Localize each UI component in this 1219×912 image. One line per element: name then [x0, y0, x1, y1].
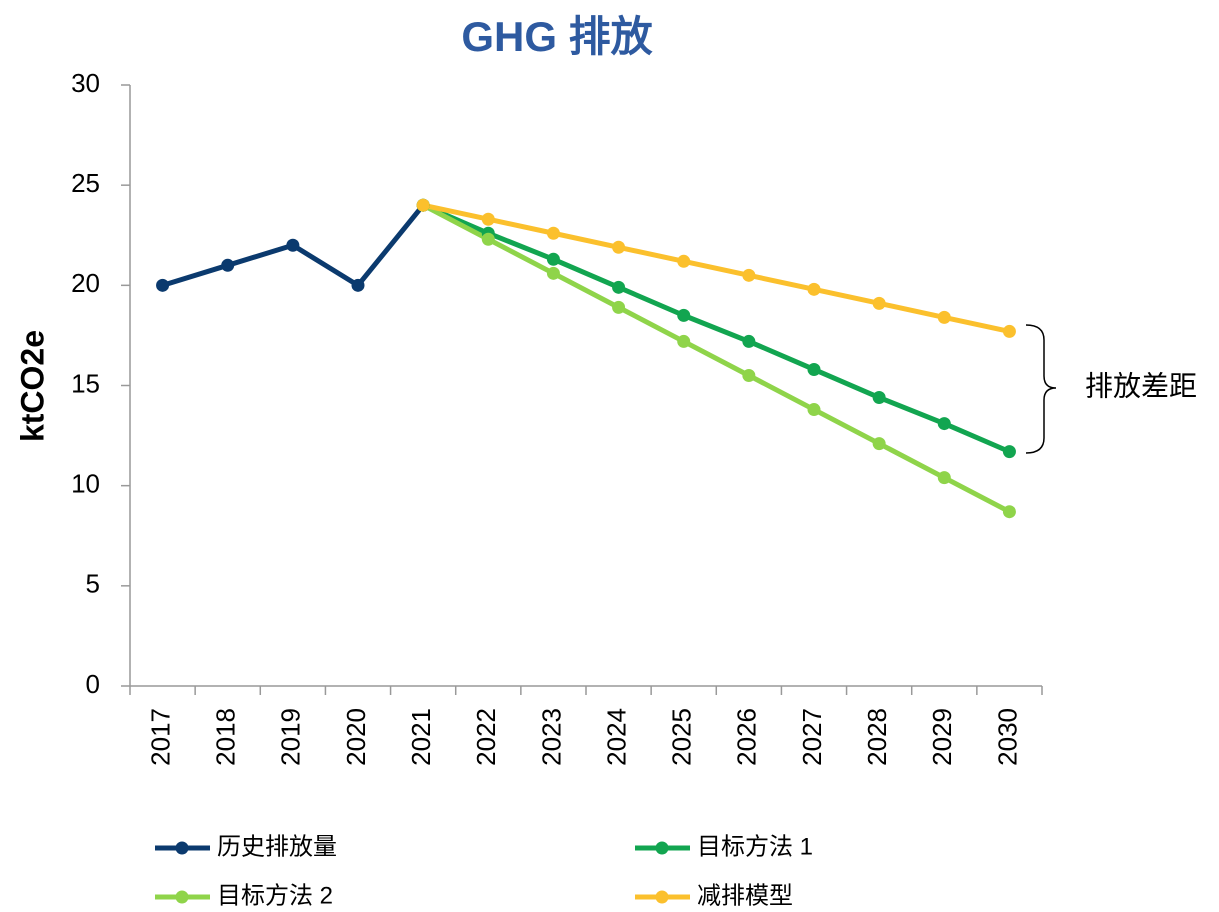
data-point — [481, 212, 495, 226]
x-tick-label: 2025 — [667, 708, 697, 766]
data-point — [612, 240, 626, 254]
y-tick-label: 20 — [71, 268, 100, 298]
data-point — [872, 391, 886, 405]
data-point — [612, 300, 626, 314]
y-tick-label: 5 — [86, 569, 100, 599]
x-tick-label: 2019 — [276, 708, 306, 766]
data-point — [546, 252, 560, 266]
data-point — [416, 198, 430, 212]
legend-label: 目标方法 1 — [697, 833, 813, 860]
data-point — [807, 282, 821, 296]
x-tick-label: 2028 — [862, 708, 892, 766]
data-point — [677, 334, 691, 348]
x-tick-label: 2027 — [797, 708, 827, 766]
data-point — [742, 334, 756, 348]
y-axis-label: ktCO2e — [14, 330, 50, 442]
legend-label: 减排模型 — [697, 882, 793, 909]
x-tick-label: 2021 — [406, 708, 436, 766]
y-tick-label: 30 — [71, 68, 100, 98]
data-point — [156, 278, 170, 292]
data-point — [546, 266, 560, 280]
data-point — [677, 254, 691, 268]
x-tick-label: 2022 — [471, 708, 501, 766]
data-point — [1002, 445, 1016, 459]
data-point — [742, 368, 756, 382]
data-point — [677, 308, 691, 322]
data-point — [937, 417, 951, 431]
legend-marker — [175, 841, 189, 855]
series-line — [422, 202, 1011, 454]
x-tick-label: 2020 — [341, 708, 371, 766]
y-tick-label: 0 — [86, 669, 100, 699]
data-point — [872, 437, 886, 451]
data-point — [1002, 324, 1016, 338]
y-tick-label: 25 — [71, 168, 100, 198]
y-tick-label: 10 — [71, 469, 100, 499]
legend-label: 目标方法 2 — [217, 882, 333, 909]
data-point — [807, 362, 821, 376]
x-tick-label: 2029 — [927, 708, 957, 766]
data-point — [742, 268, 756, 282]
data-point — [481, 232, 495, 246]
data-point — [351, 278, 365, 292]
annotation: 排放差距 — [1085, 370, 1197, 401]
data-point — [937, 310, 951, 324]
data-point — [546, 226, 560, 240]
data-point — [612, 280, 626, 294]
data-point — [807, 403, 821, 417]
data-point — [221, 258, 235, 272]
legend-label: 历史排放量 — [217, 833, 337, 860]
legend-marker — [655, 890, 669, 904]
data-point — [286, 238, 300, 252]
x-tick-label: 2017 — [145, 708, 175, 766]
y-tick-label: 15 — [71, 368, 100, 398]
chart-title: GHG 排放 — [461, 13, 652, 60]
x-tick-label: 2023 — [536, 708, 566, 766]
x-tick-label: 2030 — [992, 708, 1022, 766]
x-tick-label: 2026 — [732, 708, 762, 766]
data-point — [872, 296, 886, 310]
x-tick-label: 2018 — [211, 708, 241, 766]
legend-marker — [175, 890, 189, 904]
data-point — [1002, 505, 1016, 519]
series-line — [422, 202, 1010, 334]
series-line — [421, 202, 1011, 514]
data-point — [937, 471, 951, 485]
x-tick-label: 2024 — [601, 708, 631, 766]
legend-marker — [655, 841, 669, 855]
brace — [1025, 324, 1057, 454]
